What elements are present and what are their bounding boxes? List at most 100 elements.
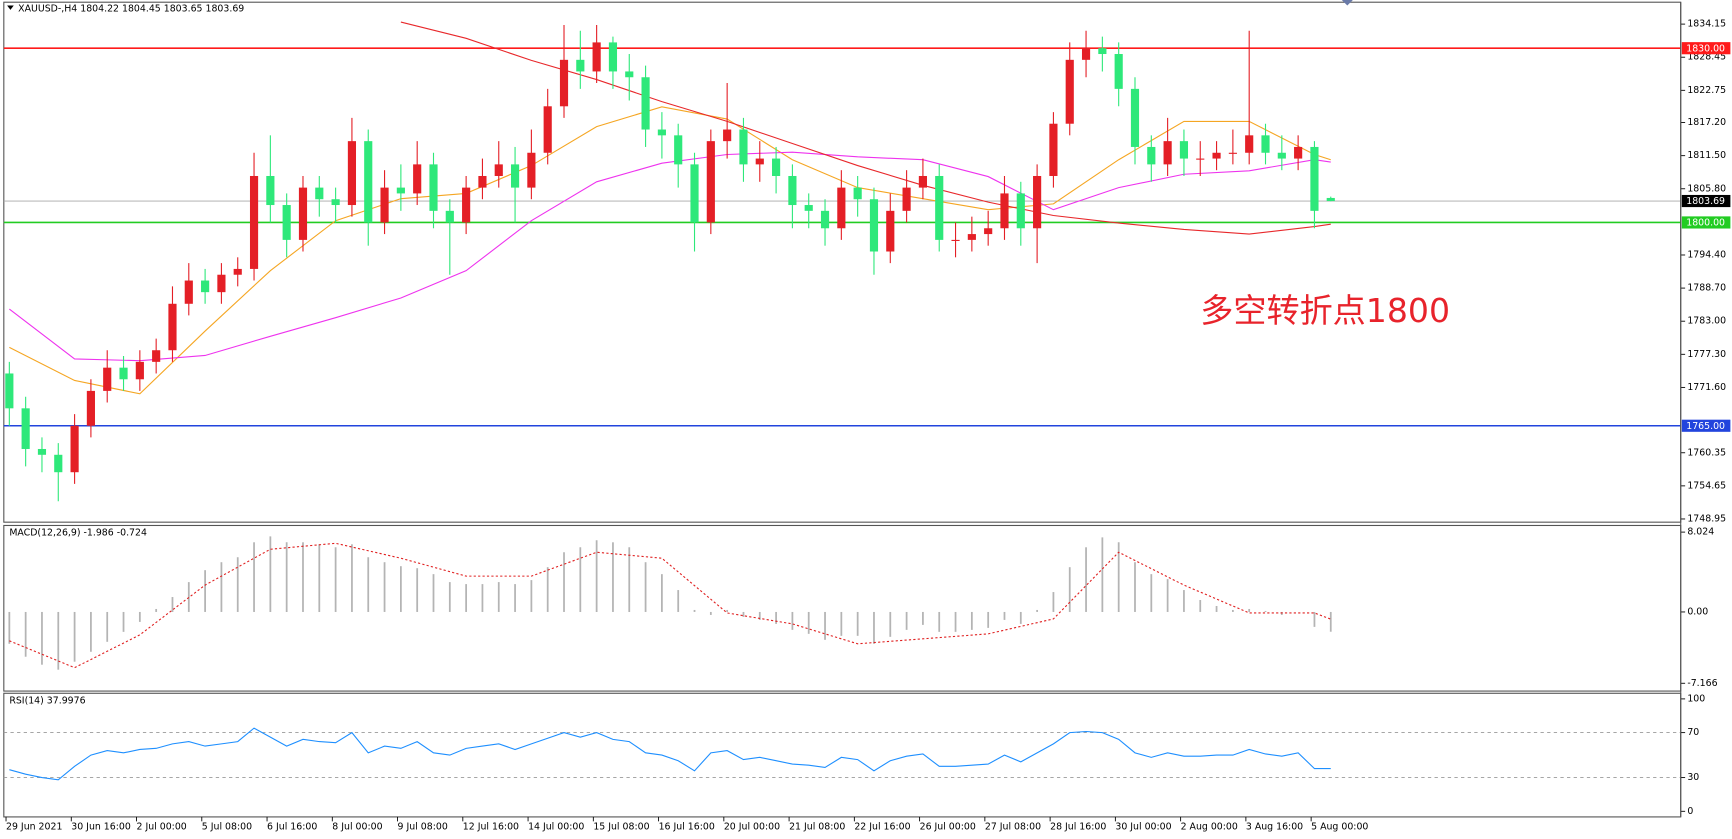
macd-signal <box>9 542 1331 669</box>
candle-body <box>1098 48 1107 55</box>
candle-body <box>1212 152 1221 159</box>
candle-body <box>445 210 454 223</box>
price-level-box <box>1681 419 1731 432</box>
candle-body <box>984 228 993 235</box>
candle-body <box>5 373 14 409</box>
candle-body <box>657 129 666 136</box>
x-tick-label: 27 Jul 08:00 <box>985 821 1041 832</box>
candle-body <box>21 408 30 449</box>
candle-body <box>788 175 797 206</box>
candle-body <box>1114 54 1123 89</box>
candle-body <box>1163 141 1172 165</box>
y-tick-label: 100 <box>1687 693 1705 704</box>
x-tick-label: 20 Jul 00:00 <box>724 821 780 832</box>
x-tick-label: 8 Jul 00:00 <box>332 821 382 832</box>
candle-body <box>886 210 895 252</box>
candle-body <box>1081 48 1091 60</box>
candle-body <box>1049 123 1058 176</box>
price-level-label: 1803.69 <box>1686 196 1725 207</box>
y-tick-label: 1783.00 <box>1687 316 1726 327</box>
candle-body <box>608 42 618 72</box>
candle-body <box>1261 135 1270 153</box>
y-tick-label: 1760.35 <box>1687 447 1726 458</box>
candle-body <box>510 164 520 188</box>
candle-body <box>902 187 911 211</box>
candle-body <box>706 141 715 223</box>
candle-body <box>527 152 536 188</box>
candle-body <box>935 175 944 240</box>
candle-body <box>951 239 960 241</box>
main-title: XAUUSD-,H4 1804.22 1804.45 1803.65 1803.… <box>18 3 244 14</box>
candle-body <box>494 164 503 176</box>
candle-body <box>429 164 438 211</box>
candle-body <box>184 280 193 304</box>
y-tick-label: 30 <box>1687 772 1699 783</box>
x-tick-label: 3 Aug 16:00 <box>1246 821 1303 832</box>
x-tick-label: 16 Jul 16:00 <box>659 821 715 832</box>
x-tick-label: 9 Jul 08:00 <box>398 821 448 832</box>
candle-body <box>462 187 471 223</box>
x-tick-label: 21 Jul 08:00 <box>789 821 845 832</box>
candle-body <box>967 234 976 240</box>
x-tick-label: 2 Jul 00:00 <box>137 821 187 832</box>
price-level-label: 1830.00 <box>1686 43 1725 54</box>
price-level-box <box>1681 194 1731 208</box>
candle-body <box>413 164 422 194</box>
candle-body <box>625 71 634 78</box>
candle-body <box>86 390 95 426</box>
candle-body <box>1310 146 1319 211</box>
candle-body <box>70 425 79 473</box>
candle-body <box>347 141 357 206</box>
x-tick-label: 28 Jul 16:00 <box>1050 821 1106 832</box>
candle-body <box>119 367 128 380</box>
candle-body <box>331 199 340 206</box>
x-tick-label: 30 Jul 00:00 <box>1115 821 1171 832</box>
y-tick-label: 1771.60 <box>1687 382 1726 393</box>
shift-marker <box>1341 0 1353 6</box>
candle-body <box>1065 59 1074 124</box>
candle-body <box>315 187 324 200</box>
candle-body <box>478 175 487 188</box>
candle-body <box>1326 197 1335 202</box>
candle-body <box>918 175 927 188</box>
candle-body <box>233 268 242 275</box>
candle-body <box>772 158 781 176</box>
candle-body <box>1196 158 1205 160</box>
y-tick-label: 1834.15 <box>1687 19 1726 30</box>
x-tick-label: 5 Jul 08:00 <box>202 821 252 832</box>
candle-body <box>1228 152 1237 154</box>
y-tick-label: 1748.95 <box>1687 513 1726 524</box>
candle-body <box>249 175 259 269</box>
x-tick-label: 15 Jul 08:00 <box>593 821 649 832</box>
macd-title: MACD(12,26,9) -1.986 -0.724 <box>9 528 147 539</box>
x-tick-label: 30 Jun 16:00 <box>71 821 131 832</box>
candle-body <box>869 199 879 252</box>
rsi-title: RSI(14) 37.9976 <box>9 696 85 707</box>
x-tick-label: 12 Jul 16:00 <box>463 821 519 832</box>
candle-body <box>380 187 389 223</box>
candle-body <box>364 141 373 223</box>
candle-body <box>853 187 862 200</box>
x-tick-label: 5 Aug 00:00 <box>1311 821 1368 832</box>
candle-body <box>723 129 732 142</box>
candle-body <box>1245 135 1254 153</box>
price-level-label: 1800.00 <box>1686 218 1725 229</box>
candle-body <box>1179 141 1189 159</box>
candle-body <box>396 187 405 194</box>
candle-body <box>641 77 650 130</box>
y-tick-label: -7.166 <box>1687 678 1717 689</box>
candle-body <box>674 135 683 165</box>
candle-body <box>837 187 846 229</box>
y-tick-label: 1811.50 <box>1687 150 1726 161</box>
x-tick-label: 6 Jul 16:00 <box>267 821 317 832</box>
symbol-menu-icon[interactable] <box>7 5 14 10</box>
y-tick-label: 1788.70 <box>1687 283 1726 294</box>
price-level-label: 1765.00 <box>1686 421 1725 432</box>
y-tick-label: 1777.30 <box>1687 349 1726 360</box>
candle-body <box>1016 193 1025 229</box>
candle-body <box>559 59 569 107</box>
candle-body <box>1033 175 1042 229</box>
candle-body <box>168 303 177 351</box>
